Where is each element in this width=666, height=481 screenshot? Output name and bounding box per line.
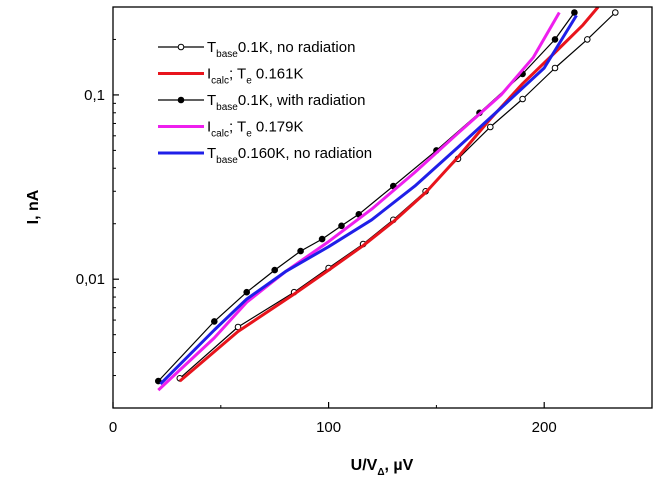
y-axis-title: I, nA [25, 189, 42, 224]
legend-entry-3: Tbase0.1K, with radiation [158, 92, 365, 113]
series-5 [159, 14, 578, 386]
legend-entry-4: Icalc; Te 0.179K [158, 119, 303, 140]
legend-entry-2: Icalc; Te 0.161K [158, 66, 303, 87]
legend-label: Tbase0.1K, with radiation [207, 92, 365, 113]
legend-label: Tbase0.1K, no radiation [207, 39, 355, 60]
series-3-point [297, 247, 304, 255]
legend-entry-5: Tbase0.160K, no radiation [158, 145, 372, 166]
legend-label: Tbase0.160K, no radiation [207, 145, 372, 166]
x-tick-label: 0 [109, 419, 117, 436]
legend-label: Icalc; Te 0.161K [207, 66, 303, 87]
plot-frame [112, 6, 653, 409]
series-1-point [612, 9, 619, 16]
x-tick-label: 100 [316, 419, 341, 436]
series-1-point [584, 36, 591, 43]
series-5-line [159, 14, 578, 386]
series-4 [157, 11, 561, 392]
series-3-point [338, 222, 345, 230]
legend-swatch-marker [177, 96, 185, 104]
x-tick-label: 200 [532, 419, 557, 436]
series-3-point [155, 377, 162, 385]
series-3-point [271, 266, 279, 274]
series-3-point [243, 288, 250, 296]
series-4-line [157, 11, 561, 392]
legend-swatch-marker [177, 43, 185, 51]
x-axis-title: U/VΔ, µV [351, 457, 414, 478]
series-3-point [318, 235, 326, 243]
series-1-point [519, 95, 526, 103]
series-3-point [211, 318, 218, 325]
legend-entry-1: Tbase0.1K, no radiation [158, 39, 355, 60]
series-3-point [551, 36, 559, 43]
y-tick-label: 0,01 [76, 271, 105, 288]
series-1-point [551, 64, 559, 72]
axis-ticks: 0 100 200 0,01 0,1 [76, 38, 557, 436]
legend-label: Icalc; Te 0.179K [207, 119, 303, 140]
series-3-point [571, 9, 578, 16]
y-tick-label: 0,1 [84, 87, 105, 104]
legend: Tbase0.1K, no radiation Icalc; Te 0.161K T… [158, 39, 372, 166]
series-1-point [487, 123, 494, 131]
plot-series [155, 7, 619, 392]
